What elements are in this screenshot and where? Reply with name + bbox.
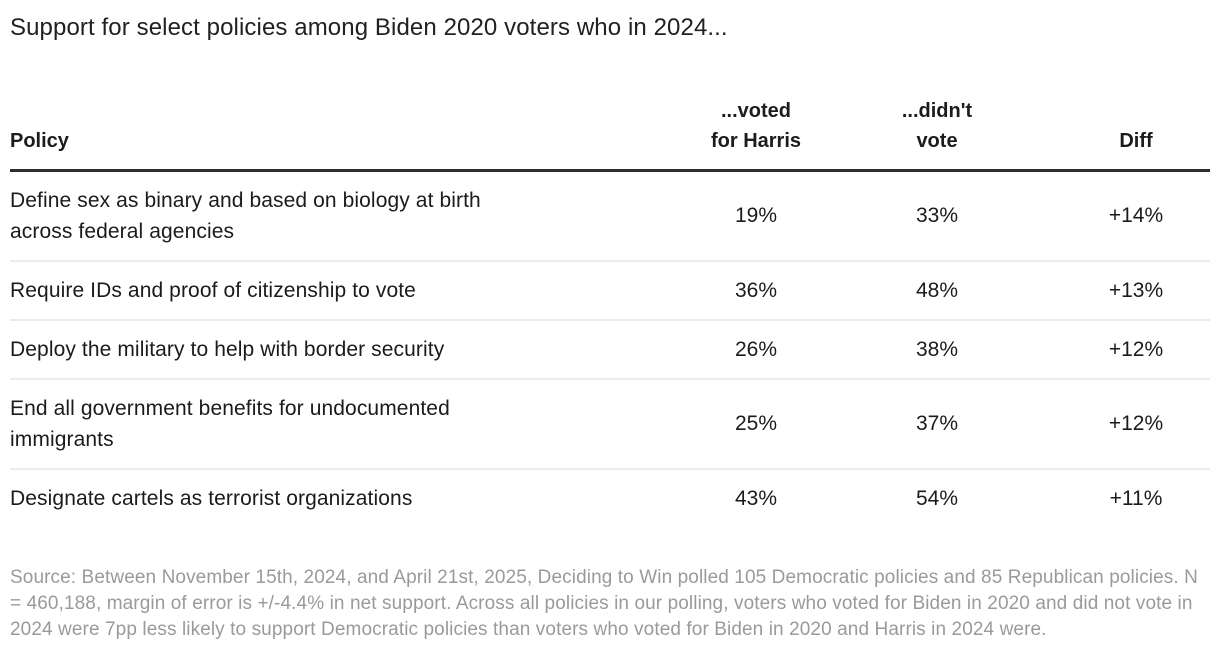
column-header-diff: Diff bbox=[1012, 96, 1210, 172]
column-header-voted-for-harris: ...voted for Harris bbox=[650, 96, 862, 172]
table-row: End all government benefits for undocume… bbox=[10, 379, 1210, 469]
table-row: Define sex as binary and based on biolog… bbox=[10, 171, 1210, 261]
diff-value-cell: +13% bbox=[1108, 278, 1164, 302]
didnt-vote-value-cell: 37% bbox=[915, 412, 959, 435]
harris-value-cell: 25% bbox=[734, 412, 778, 435]
diff-value-cell: +12% bbox=[1108, 337, 1164, 361]
didnt-vote-value-cell: 38% bbox=[915, 337, 959, 361]
harris-value-cell: 19% bbox=[734, 204, 778, 227]
table-row: Require IDs and proof of citizenship to … bbox=[10, 261, 1210, 320]
policy-cell: End all government benefits for undocume… bbox=[10, 397, 450, 451]
didnt-vote-value-cell: 48% bbox=[915, 278, 959, 302]
chart-title: Support for select policies among Biden … bbox=[10, 14, 728, 41]
chart-page: Support for select policies among Biden … bbox=[10, 14, 1210, 640]
diff-value-cell: +12% bbox=[1108, 412, 1164, 435]
table-row: Deploy the military to help with border … bbox=[10, 320, 1210, 379]
harris-value-cell: 43% bbox=[734, 486, 778, 510]
policy-cell: Designate cartels as terrorist organizat… bbox=[10, 487, 413, 510]
diff-value-cell: +14% bbox=[1108, 204, 1164, 227]
policy-cell: Require IDs and proof of citizenship to … bbox=[10, 279, 416, 302]
policies-table: Policy ...voted for Harris ...didn't vot… bbox=[10, 96, 1210, 527]
harris-value-cell: 36% bbox=[734, 278, 778, 302]
didnt-vote-value-cell: 33% bbox=[915, 204, 959, 227]
harris-value-cell: 26% bbox=[734, 337, 778, 361]
table-header-row: Policy ...voted for Harris ...didn't vot… bbox=[10, 96, 1210, 172]
policy-cell: Deploy the military to help with border … bbox=[10, 338, 445, 361]
column-header-policy: Policy bbox=[10, 96, 650, 172]
table-row: Designate cartels as terrorist organizat… bbox=[10, 469, 1210, 527]
policy-cell: Define sex as binary and based on biolog… bbox=[10, 189, 481, 243]
column-header-didnt-vote: ...didn't vote bbox=[862, 96, 1012, 172]
didnt-vote-value-cell: 54% bbox=[915, 486, 959, 510]
source-note: Source: Between November 15th, 2024, and… bbox=[10, 567, 1198, 640]
diff-value-cell: +11% bbox=[1109, 486, 1163, 510]
